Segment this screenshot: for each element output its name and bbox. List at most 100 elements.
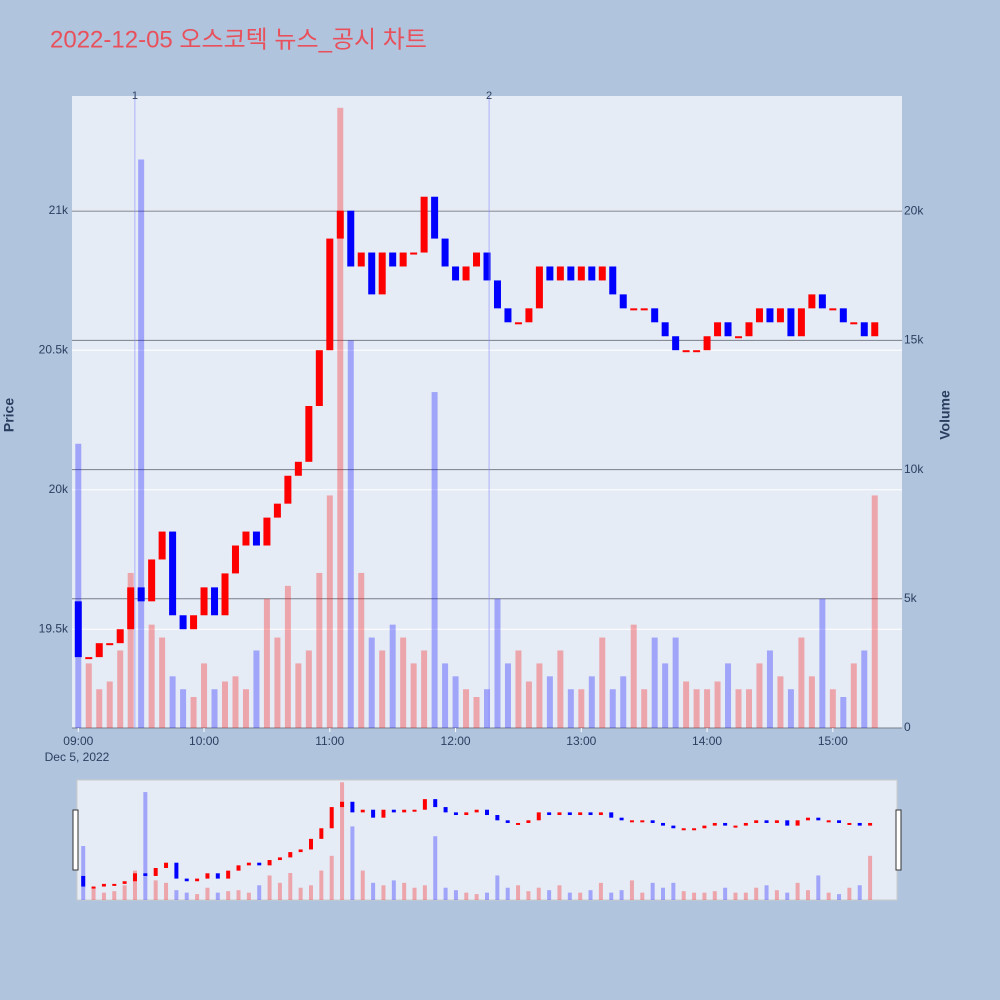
volume-bar [347, 340, 354, 728]
volume-bar [671, 882, 676, 900]
range-handle[interactable] [72, 809, 79, 871]
candle [547, 812, 552, 816]
candle [703, 336, 711, 351]
volume-bar [733, 892, 738, 900]
volume-bar [298, 887, 303, 900]
volume-bar [263, 598, 270, 728]
candle [391, 809, 396, 813]
volume-bar [127, 572, 134, 728]
volume-bar [85, 663, 92, 728]
volume-bar [257, 885, 262, 900]
candle [766, 308, 774, 323]
volume-bar [504, 663, 511, 728]
volume-bar [319, 870, 324, 900]
volume-bar [195, 894, 200, 900]
range-handle[interactable] [895, 809, 902, 871]
volume-bar [766, 650, 773, 728]
candle [557, 812, 562, 816]
volume-bar [661, 887, 666, 900]
y-tick-label: 20k [49, 482, 69, 496]
candle [441, 238, 449, 267]
candle [619, 817, 624, 821]
candle [389, 252, 397, 267]
volume-bar [474, 894, 479, 900]
candle [702, 825, 707, 829]
volume-bar [847, 887, 852, 900]
candle [724, 322, 732, 337]
volume-bar [681, 891, 686, 900]
candle [567, 812, 572, 816]
candle [577, 266, 585, 281]
volume-bar [211, 689, 218, 728]
candle [797, 308, 805, 337]
candle [525, 308, 533, 323]
volume-bar [516, 885, 521, 900]
volume-bar [743, 892, 748, 900]
volume-bar [704, 689, 711, 728]
candle [671, 825, 676, 829]
volume-bar [410, 663, 417, 728]
candle [837, 820, 842, 823]
candle [252, 531, 260, 546]
candle [630, 308, 638, 311]
candle [412, 809, 417, 812]
candle [681, 828, 686, 831]
candle [200, 587, 208, 616]
y-tick-label: 21k [49, 203, 69, 217]
candle [588, 812, 593, 816]
volume-bar [412, 887, 417, 900]
volume-bar [215, 892, 220, 900]
volume-bar [402, 882, 407, 900]
volume-bar [672, 637, 679, 728]
volume-bar [473, 696, 480, 728]
candle [368, 252, 376, 295]
candle [609, 812, 614, 818]
candle [158, 531, 166, 560]
candle [598, 266, 606, 281]
candle [536, 812, 541, 821]
candle [485, 809, 489, 816]
volume-bar [567, 689, 574, 728]
volume-bar [358, 572, 365, 728]
volume-bar [400, 637, 407, 728]
volume-bar [308, 885, 313, 900]
volume-bar [837, 894, 842, 900]
volume-bar [798, 637, 805, 728]
x-date-label: Dec 5, 2022 [45, 750, 110, 764]
volume-bar [764, 885, 769, 900]
volume-bar [662, 663, 669, 728]
candle [112, 883, 117, 886]
plot-area [72, 96, 902, 728]
volume-bar [442, 663, 449, 728]
candle [609, 266, 617, 295]
y-axis-title: Price [1, 398, 17, 432]
candle [805, 817, 810, 821]
candle [453, 812, 458, 816]
volume-bar [433, 836, 438, 900]
candle [137, 587, 145, 602]
candle [184, 878, 189, 882]
volume-bar [598, 882, 603, 900]
candle [588, 266, 596, 281]
range-slider[interactable] [76, 779, 898, 901]
volume-bar [578, 689, 585, 728]
volume-bar [106, 681, 113, 728]
volume-bar [578, 892, 583, 900]
volume-bar [745, 689, 752, 728]
candle [267, 860, 272, 866]
x-tick-label: 15:00 [818, 734, 848, 748]
volume-bar [360, 870, 365, 900]
volume-bar [494, 598, 501, 728]
volume-bar [840, 696, 847, 728]
volume-bar [620, 676, 627, 728]
volume-bar [316, 572, 323, 728]
volume-bar [829, 689, 836, 728]
annotation-label: 2 [486, 90, 492, 102]
volume-bar [326, 495, 333, 728]
candle [205, 873, 210, 879]
candle [640, 308, 648, 311]
candle [336, 210, 344, 239]
volume-bar [525, 681, 532, 728]
candle [578, 812, 583, 816]
candle [860, 322, 868, 337]
